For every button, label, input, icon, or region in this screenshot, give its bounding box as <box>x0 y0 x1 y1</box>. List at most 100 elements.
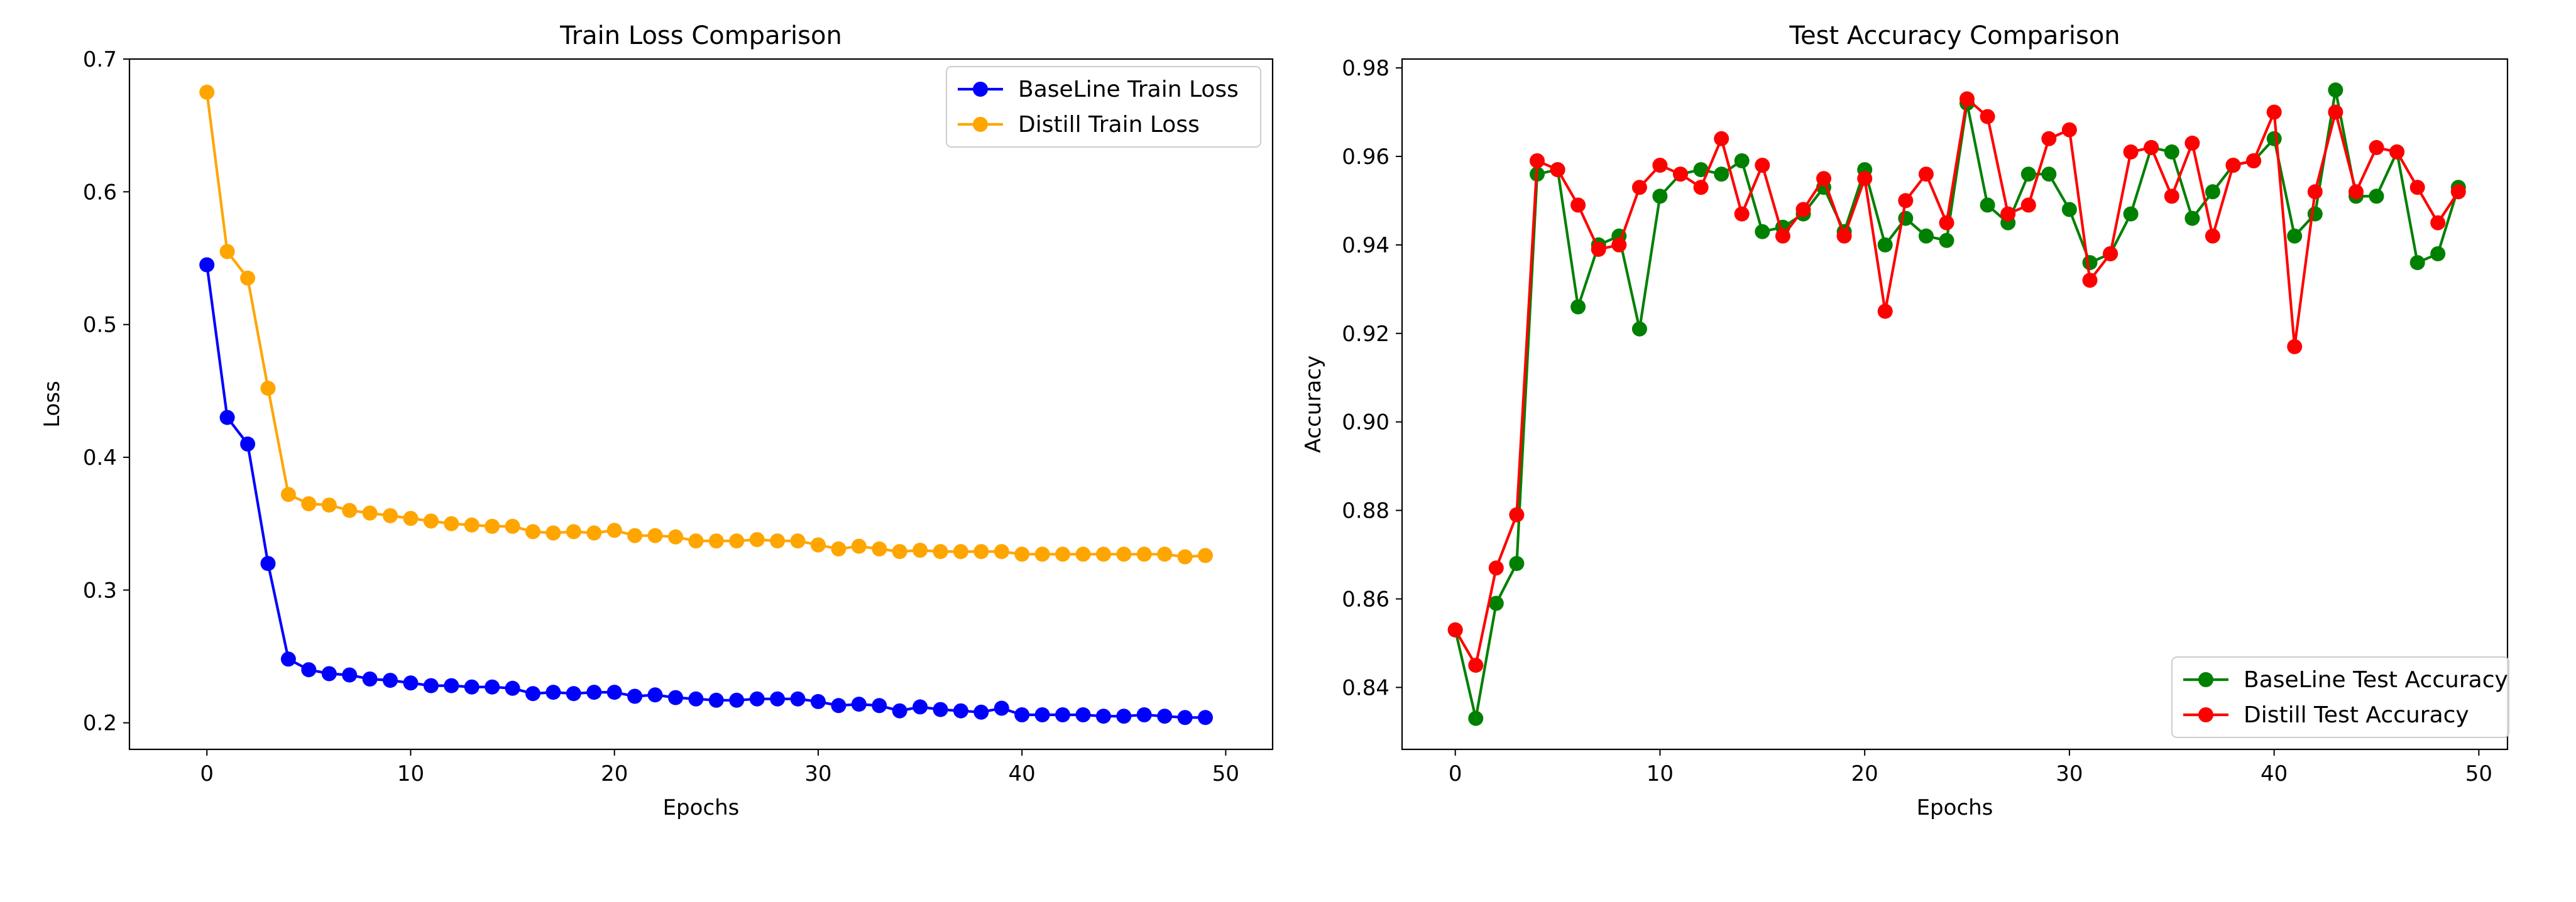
data-point <box>2144 139 2159 155</box>
data-point <box>485 679 500 695</box>
data-point <box>1631 321 1647 337</box>
data-point <box>831 698 847 714</box>
y-tick-label: 0.6 <box>83 180 117 205</box>
data-point <box>464 679 480 695</box>
data-point <box>1034 546 1050 562</box>
data-point <box>1136 546 1152 562</box>
data-point <box>2123 206 2139 222</box>
data-point <box>2205 228 2220 244</box>
data-point <box>1095 709 1111 724</box>
data-point <box>872 541 887 557</box>
data-point <box>892 703 907 719</box>
data-point <box>1177 710 1193 725</box>
data-point <box>1734 153 1750 168</box>
x-tick-label: 0 <box>200 761 214 786</box>
data-point <box>1775 228 1790 244</box>
legend-label: Distill Train Loss <box>1018 112 1200 138</box>
data-point <box>464 517 480 533</box>
legend-swatch-marker <box>2198 672 2213 687</box>
data-point <box>525 686 540 702</box>
plot-frame <box>1401 58 2509 751</box>
data-point <box>708 692 724 708</box>
data-point <box>2184 135 2200 151</box>
data-point <box>1591 241 1606 257</box>
data-point <box>1673 166 1688 182</box>
data-point <box>342 667 358 683</box>
data-point <box>2082 255 2098 271</box>
y-tick-label: 0.4 <box>83 445 117 470</box>
data-point <box>749 532 765 548</box>
data-point <box>1157 546 1173 562</box>
data-point <box>2000 206 2016 222</box>
data-point <box>1075 707 1091 722</box>
data-point <box>831 541 847 557</box>
data-point <box>2164 144 2179 160</box>
legend: BaseLine Test Accuracy Distill Test Accur… <box>2171 656 2509 738</box>
x-tick-label: 10 <box>397 761 424 786</box>
data-point <box>973 704 989 720</box>
legend-swatch-marker <box>973 82 988 97</box>
data-point <box>2409 255 2425 271</box>
data-point <box>566 686 581 702</box>
data-point <box>1468 658 1484 673</box>
data-point <box>2246 153 2262 168</box>
data-point <box>403 511 419 526</box>
data-point <box>2164 188 2179 204</box>
data-point <box>2082 273 2098 288</box>
data-point <box>790 533 806 549</box>
data-point <box>872 698 887 714</box>
legend-swatch-marker <box>973 117 988 132</box>
y-tick-label: 0.88 <box>1342 499 1389 524</box>
data-point <box>1939 232 1954 248</box>
x-tick-label: 20 <box>1851 761 1878 786</box>
data-point <box>1468 710 1484 726</box>
data-point <box>668 690 683 705</box>
legend-label: BaseLine Test Accuracy <box>2244 667 2508 693</box>
data-point <box>1918 228 1934 244</box>
data-point <box>729 533 745 549</box>
data-point <box>2103 246 2118 261</box>
data-point <box>851 697 867 712</box>
data-point <box>1755 158 1770 173</box>
data-point <box>1014 546 1030 562</box>
data-point <box>2041 166 2057 182</box>
data-point <box>2450 184 2466 200</box>
series-1 <box>1447 91 2466 673</box>
y-tick-label: 0.5 <box>83 313 117 338</box>
data-point <box>1836 228 1852 244</box>
y-tick-label: 0.92 <box>1342 322 1389 347</box>
data-point <box>545 685 561 700</box>
data-point <box>647 528 663 543</box>
data-point <box>260 556 276 572</box>
data-point <box>1509 507 1525 523</box>
x-axis-label: Epochs <box>1917 795 1993 820</box>
data-point <box>1652 188 1668 204</box>
data-point <box>1755 224 1770 239</box>
data-point <box>770 533 786 549</box>
data-point <box>810 537 826 553</box>
data-point <box>688 691 704 707</box>
data-point <box>2389 144 2405 160</box>
data-point <box>1136 707 1152 722</box>
data-point <box>2061 202 2077 217</box>
data-point <box>2205 184 2220 200</box>
data-point <box>2041 131 2057 146</box>
data-point <box>1198 710 1213 725</box>
data-point <box>668 529 683 545</box>
data-point <box>485 518 500 534</box>
data-point <box>729 692 745 708</box>
data-point <box>301 496 317 511</box>
data-point <box>423 678 439 693</box>
y-tick-label: 0.96 <box>1342 144 1389 170</box>
data-point <box>1116 546 1132 562</box>
data-point <box>688 533 704 549</box>
y-tick-label: 0.86 <box>1342 587 1389 612</box>
y-tick-label: 0.7 <box>83 47 117 72</box>
data-point <box>1857 171 1873 187</box>
data-point <box>913 699 928 715</box>
x-tick-label: 20 <box>601 761 628 786</box>
data-point <box>280 487 296 503</box>
x-tick-label: 0 <box>1449 761 1462 786</box>
data-point <box>2287 339 2303 354</box>
data-point <box>2430 215 2446 231</box>
